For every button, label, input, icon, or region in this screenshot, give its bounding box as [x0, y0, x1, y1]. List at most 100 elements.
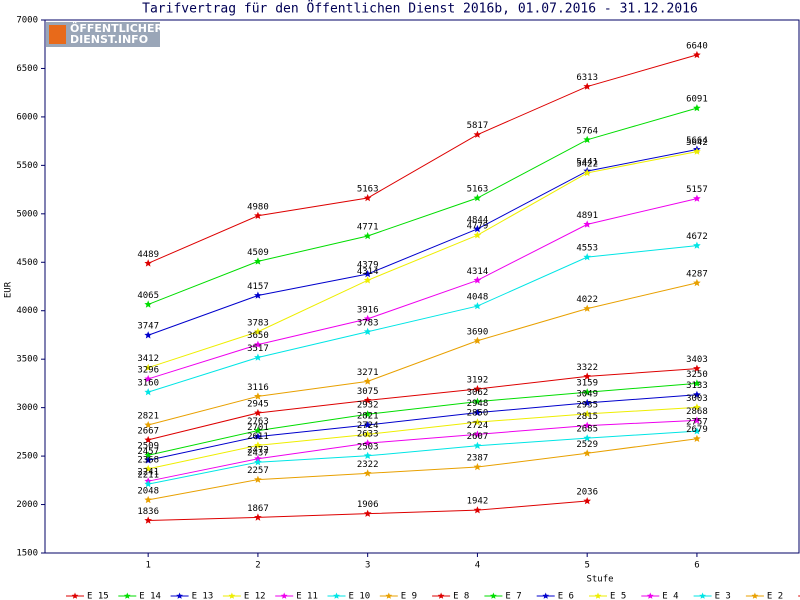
value-label: 2457	[137, 447, 159, 457]
series-line	[148, 430, 697, 485]
value-label: 3296	[137, 365, 159, 375]
x-tick-label: 2	[255, 561, 260, 571]
y-tick-label: 5500	[16, 161, 38, 171]
value-label: 3271	[357, 368, 379, 378]
point	[583, 135, 591, 143]
point	[254, 353, 262, 361]
point	[583, 421, 591, 429]
point	[693, 241, 701, 249]
logo-text: ÖFFENTLICHER	[70, 21, 163, 35]
point	[693, 194, 701, 202]
point	[583, 449, 591, 457]
point	[144, 363, 152, 371]
point	[254, 211, 262, 219]
value-label: 5664	[686, 136, 708, 146]
point	[583, 398, 591, 407]
legend-marker	[437, 592, 445, 599]
legend-label: E_11	[296, 592, 318, 600]
series-line	[148, 198, 698, 380]
value-label: 2724	[357, 421, 379, 431]
value-label: 2368	[137, 455, 159, 465]
point	[693, 403, 701, 411]
value-label: 2685	[576, 425, 598, 435]
point	[363, 232, 372, 240]
y-tick-label: 3500	[16, 355, 38, 365]
point	[144, 388, 152, 396]
value-label: 2763	[247, 417, 269, 427]
legend-marker	[647, 592, 654, 599]
point	[693, 104, 701, 112]
point	[473, 397, 482, 405]
series-line	[147, 148, 698, 336]
y-tick-label: 1500	[16, 549, 38, 559]
point	[363, 430, 372, 438]
point	[363, 377, 372, 385]
point	[363, 410, 372, 418]
point	[583, 253, 591, 261]
legend-label: E_13	[192, 592, 214, 600]
point	[693, 390, 701, 398]
point	[583, 409, 591, 418]
value-label: 2850	[467, 409, 489, 419]
value-label: 4779	[467, 222, 489, 232]
point	[473, 430, 482, 438]
value-label: 2821	[137, 411, 159, 421]
value-label: 4771	[357, 223, 379, 233]
series-line	[148, 282, 698, 426]
value-label: 2633	[357, 430, 379, 440]
legend-marker	[542, 592, 549, 599]
point	[144, 464, 152, 473]
value-label: 2387	[467, 454, 489, 464]
point	[473, 418, 482, 426]
point	[473, 408, 482, 416]
y-tick-label: 4000	[16, 306, 38, 316]
y-tick-label: 2000	[16, 500, 38, 510]
x-tick-label: 5	[584, 561, 589, 571]
point	[473, 463, 482, 471]
legend-label: E_4	[662, 592, 678, 600]
value-label: 2472	[247, 445, 269, 455]
series-line	[148, 245, 697, 393]
x-axis-label: Stufe	[586, 575, 613, 585]
series-line	[148, 394, 697, 461]
point	[144, 451, 152, 459]
value-label: 2437	[247, 449, 269, 459]
point	[254, 340, 262, 348]
value-label: 4287	[686, 269, 708, 279]
legend-label: E_15	[87, 592, 109, 600]
point	[363, 439, 372, 447]
point	[144, 300, 152, 308]
value-label: 4844	[467, 215, 489, 225]
value-label: 1836	[137, 507, 159, 517]
value-label: 2868	[686, 407, 708, 417]
value-label: 3250	[686, 370, 708, 380]
point	[363, 469, 372, 477]
value-label: 4672	[686, 232, 708, 242]
value-label: 3159	[576, 379, 598, 389]
point	[583, 82, 591, 90]
value-label: 4157	[247, 282, 269, 292]
legend-label: E_6	[558, 592, 574, 600]
point	[144, 259, 152, 267]
point	[144, 435, 152, 444]
legend-label: E_8	[453, 592, 469, 600]
point	[693, 50, 701, 59]
value-label: 2611	[247, 432, 269, 442]
value-label: 3783	[357, 318, 379, 328]
y-tick-label: 3000	[16, 403, 38, 413]
x-tick-label: 6	[694, 561, 699, 571]
point	[254, 392, 262, 400]
point	[254, 432, 262, 440]
legend-label: E_12	[244, 592, 266, 600]
point	[583, 304, 591, 312]
value-label: 5764	[576, 126, 598, 136]
point	[254, 513, 262, 521]
value-label: 5163	[357, 185, 379, 195]
value-label: 2529	[576, 440, 598, 450]
series-line	[148, 438, 697, 501]
legend-marker	[333, 592, 340, 599]
point	[473, 130, 482, 138]
value-label: 3916	[357, 305, 379, 315]
y-tick-label: 5000	[16, 209, 38, 219]
point	[363, 509, 372, 517]
